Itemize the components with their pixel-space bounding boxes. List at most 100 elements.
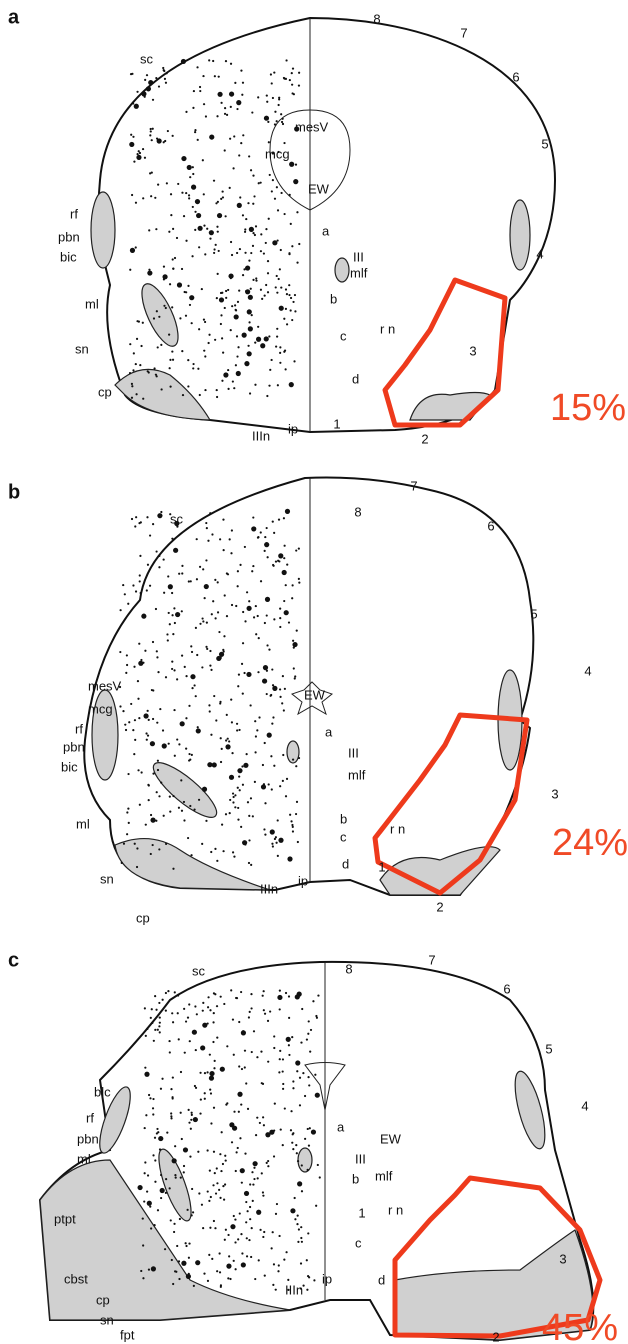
cell-dot bbox=[264, 116, 269, 121]
cell-dot bbox=[138, 717, 140, 719]
cell-dot bbox=[244, 1152, 246, 1154]
cell-dot bbox=[175, 1177, 177, 1179]
cell-dot bbox=[168, 231, 170, 233]
cell-dot bbox=[158, 1025, 160, 1027]
cell-dot bbox=[211, 613, 213, 615]
cell-dot bbox=[264, 336, 269, 341]
cell-dot bbox=[192, 173, 194, 175]
cell-dot bbox=[217, 213, 222, 218]
cell-dot bbox=[194, 1085, 196, 1087]
cell-dot bbox=[238, 775, 240, 777]
cell-dot bbox=[195, 695, 197, 697]
cell-dot bbox=[234, 806, 236, 808]
cell-dot bbox=[233, 1111, 235, 1113]
cell-dot bbox=[283, 600, 285, 602]
cell-dot bbox=[196, 1013, 198, 1015]
region-number: 1 bbox=[358, 1205, 365, 1220]
cell-dot bbox=[260, 289, 262, 291]
cell-dot bbox=[217, 92, 222, 97]
cell-dot bbox=[284, 545, 286, 547]
cell-dot bbox=[207, 1149, 209, 1151]
cell-dot bbox=[178, 573, 180, 575]
region-number: 5 bbox=[541, 136, 548, 151]
cell-dot bbox=[263, 828, 265, 830]
cell-dot bbox=[231, 254, 233, 256]
cell-dot bbox=[279, 785, 281, 787]
cell-dot bbox=[157, 1209, 159, 1211]
cell-dot bbox=[172, 135, 174, 137]
cell-dot bbox=[288, 294, 290, 296]
cell-dot bbox=[246, 363, 248, 365]
cell-dot bbox=[264, 802, 266, 804]
cell-dot bbox=[184, 1052, 186, 1054]
cell-dot bbox=[236, 335, 238, 337]
cell-dot bbox=[182, 394, 184, 396]
cell-dot bbox=[288, 995, 290, 997]
cell-dot bbox=[168, 584, 173, 589]
cell-dot bbox=[279, 990, 281, 992]
cell-dot bbox=[237, 819, 239, 821]
cell-dot bbox=[232, 1018, 234, 1020]
cell-dot bbox=[235, 1170, 237, 1172]
cell-dot bbox=[185, 240, 187, 242]
cell-dot bbox=[180, 1177, 182, 1179]
cell-dot bbox=[171, 1012, 173, 1014]
cell-dot bbox=[164, 78, 166, 80]
cell-dot bbox=[274, 1103, 276, 1105]
cell-dot bbox=[272, 521, 274, 523]
cell-dot bbox=[173, 709, 175, 711]
cell-dot bbox=[247, 606, 252, 611]
cell-dot bbox=[249, 227, 254, 232]
cell-dot bbox=[307, 1033, 309, 1035]
cell-dot bbox=[216, 297, 218, 299]
cell-dot bbox=[292, 826, 294, 828]
cell-dot bbox=[223, 549, 225, 551]
cell-dot bbox=[126, 833, 128, 835]
cell-dot bbox=[165, 843, 167, 845]
cell-dot bbox=[152, 844, 154, 846]
cell-dot bbox=[278, 278, 280, 280]
cell-dot bbox=[276, 1203, 278, 1205]
cell-dot bbox=[156, 375, 158, 377]
cell-dot bbox=[260, 343, 265, 348]
cell-dot bbox=[283, 709, 285, 711]
cell-dot bbox=[288, 1017, 290, 1019]
cell-dot bbox=[123, 843, 125, 845]
cell-dot bbox=[146, 589, 148, 591]
cell-dot bbox=[278, 519, 280, 521]
cell-dot bbox=[191, 651, 193, 653]
cell-dot bbox=[295, 994, 300, 999]
cell-dot bbox=[308, 1020, 310, 1022]
cell-dot bbox=[177, 183, 179, 185]
cell-dot bbox=[286, 563, 288, 565]
cell-dot bbox=[183, 1147, 188, 1152]
cell-dot bbox=[174, 257, 176, 259]
cell-dot bbox=[282, 1083, 284, 1085]
cell-dot bbox=[216, 396, 218, 398]
cell-dot bbox=[190, 645, 192, 647]
cell-dot bbox=[178, 743, 180, 745]
cell-dot bbox=[136, 866, 138, 868]
figure: a15%12345678scmesVmcgEWrfpbnbicmlsncpIII… bbox=[0, 0, 628, 1344]
cell-dot bbox=[199, 1112, 201, 1114]
cell-dot bbox=[171, 1259, 173, 1261]
cell-dot bbox=[169, 1051, 171, 1053]
cell-dot bbox=[292, 584, 294, 586]
cell-dot bbox=[262, 764, 264, 766]
cell-dot bbox=[205, 115, 207, 117]
cell-dot bbox=[150, 741, 155, 746]
cell-dot bbox=[292, 301, 294, 303]
cell-dot bbox=[306, 1038, 308, 1040]
cell-dot bbox=[257, 1177, 259, 1179]
cell-dot bbox=[165, 1010, 167, 1012]
cell-dot bbox=[242, 333, 247, 338]
cell-dot bbox=[252, 1183, 254, 1185]
cell-dot bbox=[183, 1008, 185, 1010]
structure-label: c bbox=[340, 829, 347, 844]
cell-dot bbox=[156, 310, 158, 312]
cell-dot bbox=[251, 570, 253, 572]
cell-dot bbox=[223, 372, 228, 377]
structure-label: EW bbox=[304, 687, 326, 702]
cell-dot bbox=[288, 253, 290, 255]
cell-dot bbox=[262, 678, 267, 683]
